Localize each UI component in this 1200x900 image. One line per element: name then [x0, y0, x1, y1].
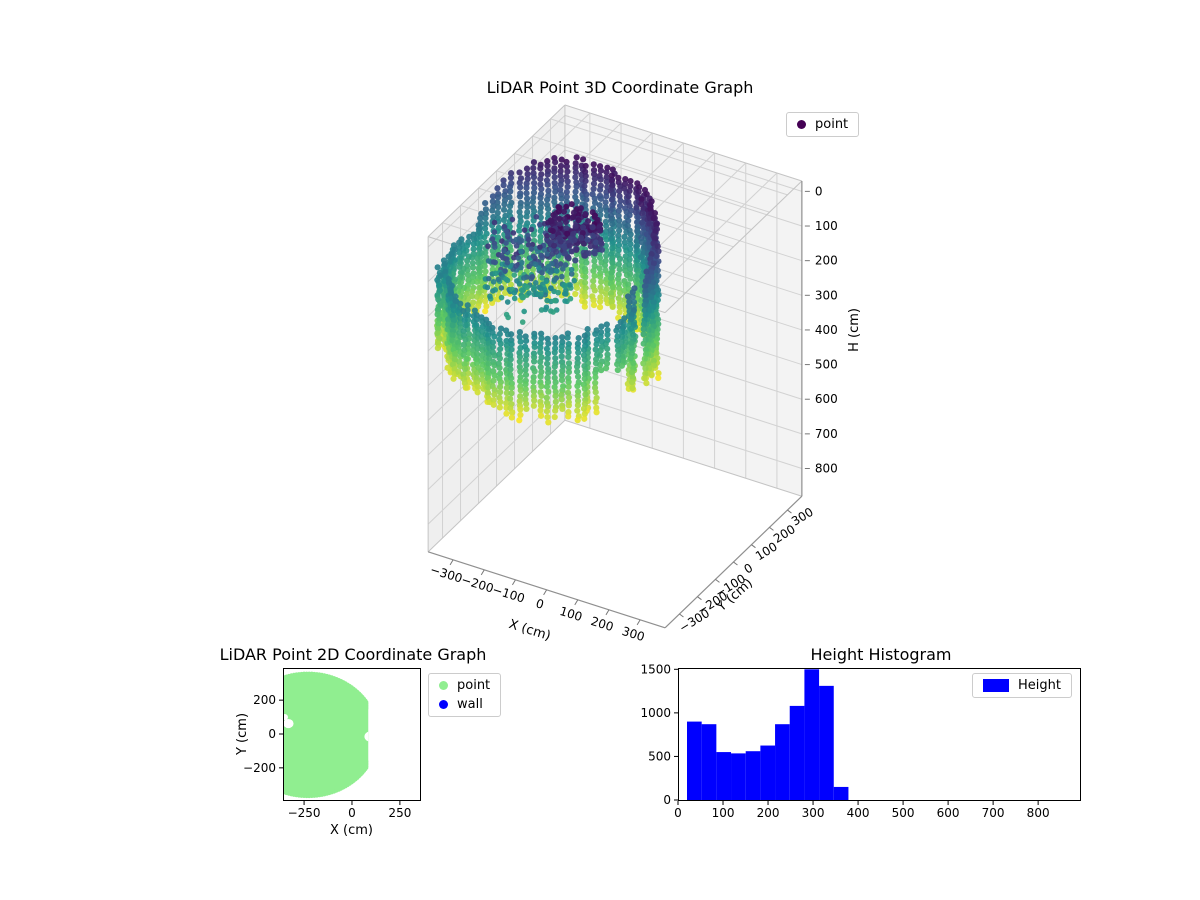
legend-item-point-2d: point	[439, 679, 490, 692]
histogram-legend: Height	[972, 673, 1072, 698]
height-swatch-icon	[983, 679, 1009, 692]
legend-label-point-2d: point	[457, 678, 491, 693]
chart-3d-canvas	[360, 90, 880, 650]
chart-2d-title: LiDAR Point 2D Coordinate Graph	[219, 645, 487, 664]
legend-label-point-3d: point	[815, 117, 849, 132]
chart-2d-legend: point wall	[428, 673, 502, 717]
point-marker-icon	[797, 120, 806, 129]
legend-label-height: Height	[1018, 678, 1061, 693]
legend-item-height: Height	[983, 679, 1061, 692]
wall-marker-icon	[439, 700, 448, 709]
legend-label-wall-2d: wall	[457, 697, 483, 712]
legend-item-point-3d: point	[797, 118, 848, 131]
point-marker-icon	[439, 681, 448, 690]
legend-item-wall-2d: wall	[439, 698, 490, 711]
chart-3d-legend: point	[786, 112, 860, 137]
chart-2d-canvas	[230, 660, 440, 850]
